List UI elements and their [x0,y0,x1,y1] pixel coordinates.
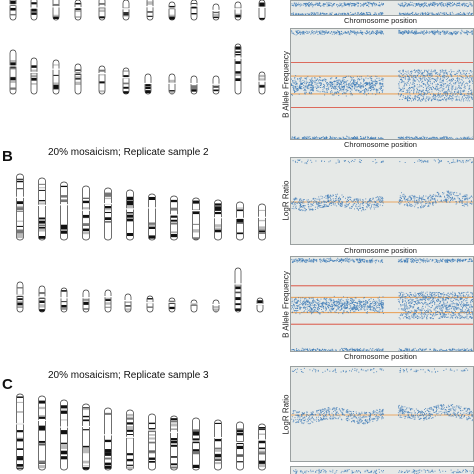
karyogram-a-row2 [9,43,266,95]
section-title: 20% mosaicism; Replicate sample 2 [48,147,209,158]
chromosome [190,0,198,21]
baf-plot-a [290,28,474,140]
chromosome [258,423,266,471]
chromosome [168,1,176,21]
chromosome [214,199,222,241]
chromosome [16,173,24,241]
chromosome [38,395,46,471]
chromosome [148,413,156,471]
chromosome [60,399,68,471]
mosaic-dots [397,69,473,102]
chromosome [192,197,200,241]
chromosome [104,187,112,241]
section-title: 20% mosaicism; Replicate sample 3 [48,370,209,381]
chromosome [122,67,130,95]
chromosome [82,185,90,241]
baf-plot-c-partial [290,466,474,474]
mosaic-dots [397,291,473,320]
chromosome [146,295,154,313]
chromosome [104,289,112,313]
chromosome [30,57,38,95]
karyogram-b-row2 [16,267,264,313]
chromosome [190,299,198,313]
chromosome [168,73,176,95]
chromosome [52,59,60,95]
probe-dots [292,158,473,165]
x-axis-label: Chromosome position [344,140,417,149]
chromosome [170,415,178,471]
chromosome [212,299,220,313]
chromosome [170,195,178,241]
y-axis-label-baf: B Allele Frequency [281,271,291,338]
section-letter: C [2,376,13,393]
chromosome [126,409,134,471]
x-axis-label: Chromosome position [344,246,417,255]
y-axis-label-baf: B Allele Frequency [281,51,291,118]
probe-dots [291,347,473,351]
probe-dots [291,11,473,15]
chromosome [52,0,60,21]
karyogram-a-row1 [9,0,266,21]
logr-plot-c [290,366,474,462]
chromosome [236,421,244,471]
chromosome [16,281,24,313]
chromosome [212,75,220,95]
chromosome [60,181,68,241]
chromosome [98,0,106,21]
chromosome [144,73,152,95]
karyogram-b-row1 [16,173,266,241]
probe-dots [291,367,469,374]
chromosome [258,71,266,95]
x-axis-label: Chromosome position [344,352,417,361]
probe-dots [293,468,473,474]
chromosome [258,203,266,241]
chromosome [212,3,220,21]
probe-dots [291,295,384,315]
chromosome [122,0,130,21]
chromosome [9,0,17,21]
probe-dots [291,190,473,212]
chromosome [192,417,200,471]
y-axis-label-logr: LogR Ratio [281,180,291,221]
chromosome [148,193,156,241]
probe-dots [291,75,384,97]
chromosome [82,289,90,313]
chromosome [256,297,264,313]
probe-dots [291,135,473,139]
chromosome [60,287,68,313]
chromosome [236,201,244,241]
chromosome [190,75,198,95]
chromosome [9,49,17,95]
baf-plot-a-top [290,0,474,16]
chromosome [146,0,154,21]
baf-plot-b [290,256,474,352]
chromosome [168,297,176,313]
chromosome [16,393,24,471]
chromosome [74,63,82,95]
chromosome [38,177,46,241]
probe-dots [291,404,473,425]
section-letter: B [2,148,13,165]
x-axis-label: Chromosome position [344,16,417,25]
probe-dots [291,29,473,36]
chromosome [98,65,106,95]
probe-dots [291,257,473,264]
chromosome [234,1,242,21]
chromosome [234,267,242,313]
chromosome [124,293,132,313]
chromosome [104,407,112,471]
chromosome [258,0,266,21]
chromosome [82,403,90,471]
chromosome [126,189,134,241]
logr-plot-b [290,157,474,245]
probe-dots [291,1,473,8]
chromosome [30,0,38,21]
y-axis-label-logr: LogR Ratio [281,394,291,435]
karyogram-c-row1 [16,393,266,471]
chromosome [74,0,82,21]
chromosome [38,285,46,313]
chromosome [234,43,242,95]
chromosome [214,419,222,471]
